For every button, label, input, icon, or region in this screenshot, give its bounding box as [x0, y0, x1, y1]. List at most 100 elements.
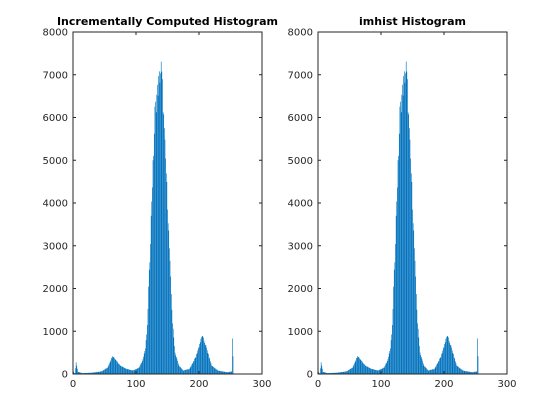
histogram-bar — [416, 309, 418, 374]
histogram-bar — [99, 371, 100, 374]
histogram-bar — [433, 369, 435, 374]
histogram-bar — [432, 369, 434, 374]
histogram-bar — [123, 367, 124, 374]
histogram-bar — [98, 371, 100, 374]
histogram-bar — [110, 360, 112, 374]
histogram-bar — [153, 133, 155, 374]
histogram-bar — [342, 371, 343, 374]
histogram-bar — [112, 356, 114, 374]
histogram-bar — [113, 357, 114, 374]
histogram-bar — [107, 367, 108, 374]
histogram-bar — [395, 244, 396, 374]
histogram-bar — [142, 359, 144, 374]
histogram-bar — [357, 356, 359, 374]
histogram-bar — [470, 372, 472, 374]
histogram-bar — [231, 371, 233, 374]
histogram-bar — [339, 372, 341, 374]
histogram-bar — [184, 370, 185, 374]
histogram-bar — [222, 371, 223, 374]
histogram-bar — [75, 362, 77, 374]
histogram-bar — [145, 348, 146, 374]
histogram-bar — [182, 370, 184, 374]
histogram-bar — [125, 368, 127, 374]
histogram-bar — [390, 348, 391, 374]
histogram-bar — [88, 372, 90, 374]
histogram-bar — [332, 372, 334, 374]
histogram-bar — [424, 366, 425, 374]
histogram-bar — [331, 372, 333, 374]
histogram-bar — [101, 371, 102, 374]
histogram-bar — [318, 371, 319, 374]
histogram-bar — [124, 368, 126, 374]
histogram-bar — [326, 372, 328, 374]
histogram-bar — [158, 76, 159, 374]
histogram-bar — [436, 365, 437, 374]
histogram-bar — [455, 363, 457, 374]
histogram-bar — [86, 372, 88, 374]
histogram-bar — [426, 369, 428, 374]
histogram-bar — [134, 369, 136, 374]
histogram-bar — [140, 363, 142, 374]
histogram-bar — [323, 372, 325, 374]
histogram-bar — [386, 362, 387, 374]
histogram-bar — [226, 372, 228, 374]
histogram-bar — [120, 365, 122, 374]
histogram-bar — [148, 269, 150, 374]
histogram-bar — [141, 362, 142, 374]
histogram-bar — [103, 369, 105, 374]
histogram-bar — [173, 337, 175, 374]
histogram-bar — [376, 370, 378, 374]
histogram-bar — [181, 368, 182, 374]
histogram-bar — [377, 370, 379, 374]
histogram-bar — [335, 372, 337, 374]
y-tick-label: 2000 — [288, 284, 313, 295]
histogram-bar — [188, 369, 190, 374]
histogram-bar — [422, 363, 424, 374]
histogram-bar — [163, 114, 165, 374]
histogram-bar — [466, 371, 467, 374]
histogram-bar — [472, 372, 473, 374]
histogram-bar — [177, 363, 179, 374]
histogram-bar — [381, 368, 382, 374]
histogram-bar — [473, 372, 474, 374]
histogram-bar — [461, 369, 463, 374]
histogram-bar — [393, 269, 395, 374]
histogram-bar — [352, 367, 353, 374]
histogram-bar — [371, 368, 372, 374]
histogram-bar — [412, 209, 413, 374]
histogram-bar — [135, 369, 136, 374]
histogram-bar — [464, 370, 466, 374]
y-tick-label: 4000 — [43, 199, 68, 210]
histogram-bar — [182, 369, 183, 374]
histogram-bar — [96, 372, 98, 374]
histogram-bar — [358, 357, 359, 374]
histogram-bar — [154, 106, 156, 375]
histogram-bar — [191, 363, 193, 374]
histogram-bar — [389, 350, 391, 374]
histogram-bar — [458, 367, 459, 374]
histogram-bar — [405, 73, 406, 374]
histogram-bar — [460, 368, 461, 374]
histogram-bar — [220, 371, 222, 374]
histogram-bar — [101, 371, 103, 374]
histogram-bar — [381, 368, 383, 374]
histogram-bar — [193, 361, 194, 374]
histogram-bar — [374, 369, 376, 374]
histogram-bar — [333, 372, 335, 374]
histogram-bar — [118, 364, 120, 374]
histogram-bar — [386, 361, 388, 374]
histogram-bar — [221, 371, 222, 374]
histogram-bar — [322, 368, 323, 374]
histogram-bar — [198, 348, 199, 374]
histogram-bar — [174, 352, 176, 374]
histogram-bar — [373, 369, 374, 374]
histogram-bar — [404, 71, 405, 375]
x-tick-label: 200 — [189, 379, 208, 390]
histogram-bar — [443, 346, 445, 374]
histogram-bar — [346, 371, 348, 374]
histogram-bar — [341, 372, 343, 374]
histogram-bar — [155, 112, 157, 374]
histogram-bar — [115, 360, 117, 374]
histogram-bar — [367, 366, 369, 374]
